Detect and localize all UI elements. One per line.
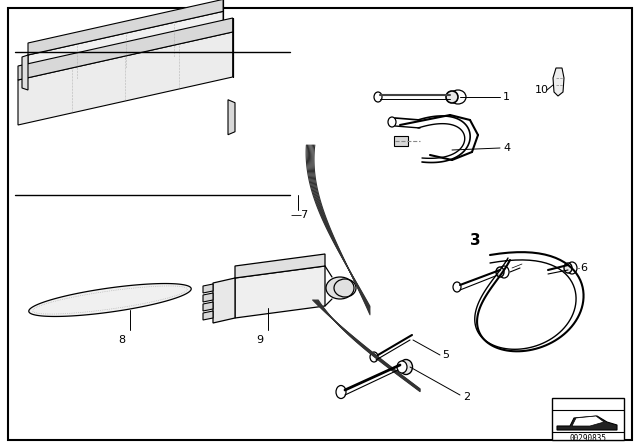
Ellipse shape	[399, 359, 413, 375]
Ellipse shape	[397, 361, 407, 373]
Polygon shape	[235, 254, 325, 278]
Text: 3: 3	[470, 233, 481, 247]
Ellipse shape	[499, 266, 509, 278]
Polygon shape	[203, 311, 213, 320]
Ellipse shape	[374, 92, 382, 102]
Text: 00290835: 00290835	[570, 434, 607, 443]
Text: 6: 6	[580, 263, 587, 273]
Polygon shape	[28, 0, 223, 55]
Polygon shape	[18, 18, 233, 80]
Polygon shape	[28, 11, 223, 90]
Bar	[394, 136, 408, 146]
Text: 4: 4	[503, 143, 510, 153]
Polygon shape	[213, 278, 235, 323]
Text: 1: 1	[503, 92, 510, 102]
Ellipse shape	[388, 117, 396, 127]
Polygon shape	[572, 416, 604, 426]
Polygon shape	[235, 266, 325, 318]
Polygon shape	[203, 284, 213, 293]
Polygon shape	[203, 302, 213, 311]
Polygon shape	[22, 55, 28, 90]
Polygon shape	[203, 293, 213, 302]
Ellipse shape	[336, 385, 346, 399]
Text: —7: —7	[290, 210, 308, 220]
Ellipse shape	[326, 277, 354, 299]
Ellipse shape	[496, 267, 504, 277]
Polygon shape	[228, 100, 235, 135]
Polygon shape	[553, 68, 564, 96]
Polygon shape	[18, 32, 233, 125]
Ellipse shape	[370, 352, 378, 362]
Text: 9: 9	[257, 335, 264, 345]
Ellipse shape	[564, 263, 572, 273]
Text: 2: 2	[463, 392, 470, 402]
Text: 5: 5	[442, 350, 449, 360]
Bar	[552, 398, 624, 440]
Polygon shape	[29, 284, 191, 316]
Ellipse shape	[446, 91, 458, 103]
Polygon shape	[557, 416, 617, 430]
Ellipse shape	[567, 262, 577, 274]
Ellipse shape	[450, 90, 466, 104]
Text: 8: 8	[118, 335, 125, 345]
Ellipse shape	[453, 282, 461, 292]
Text: 10: 10	[535, 85, 549, 95]
